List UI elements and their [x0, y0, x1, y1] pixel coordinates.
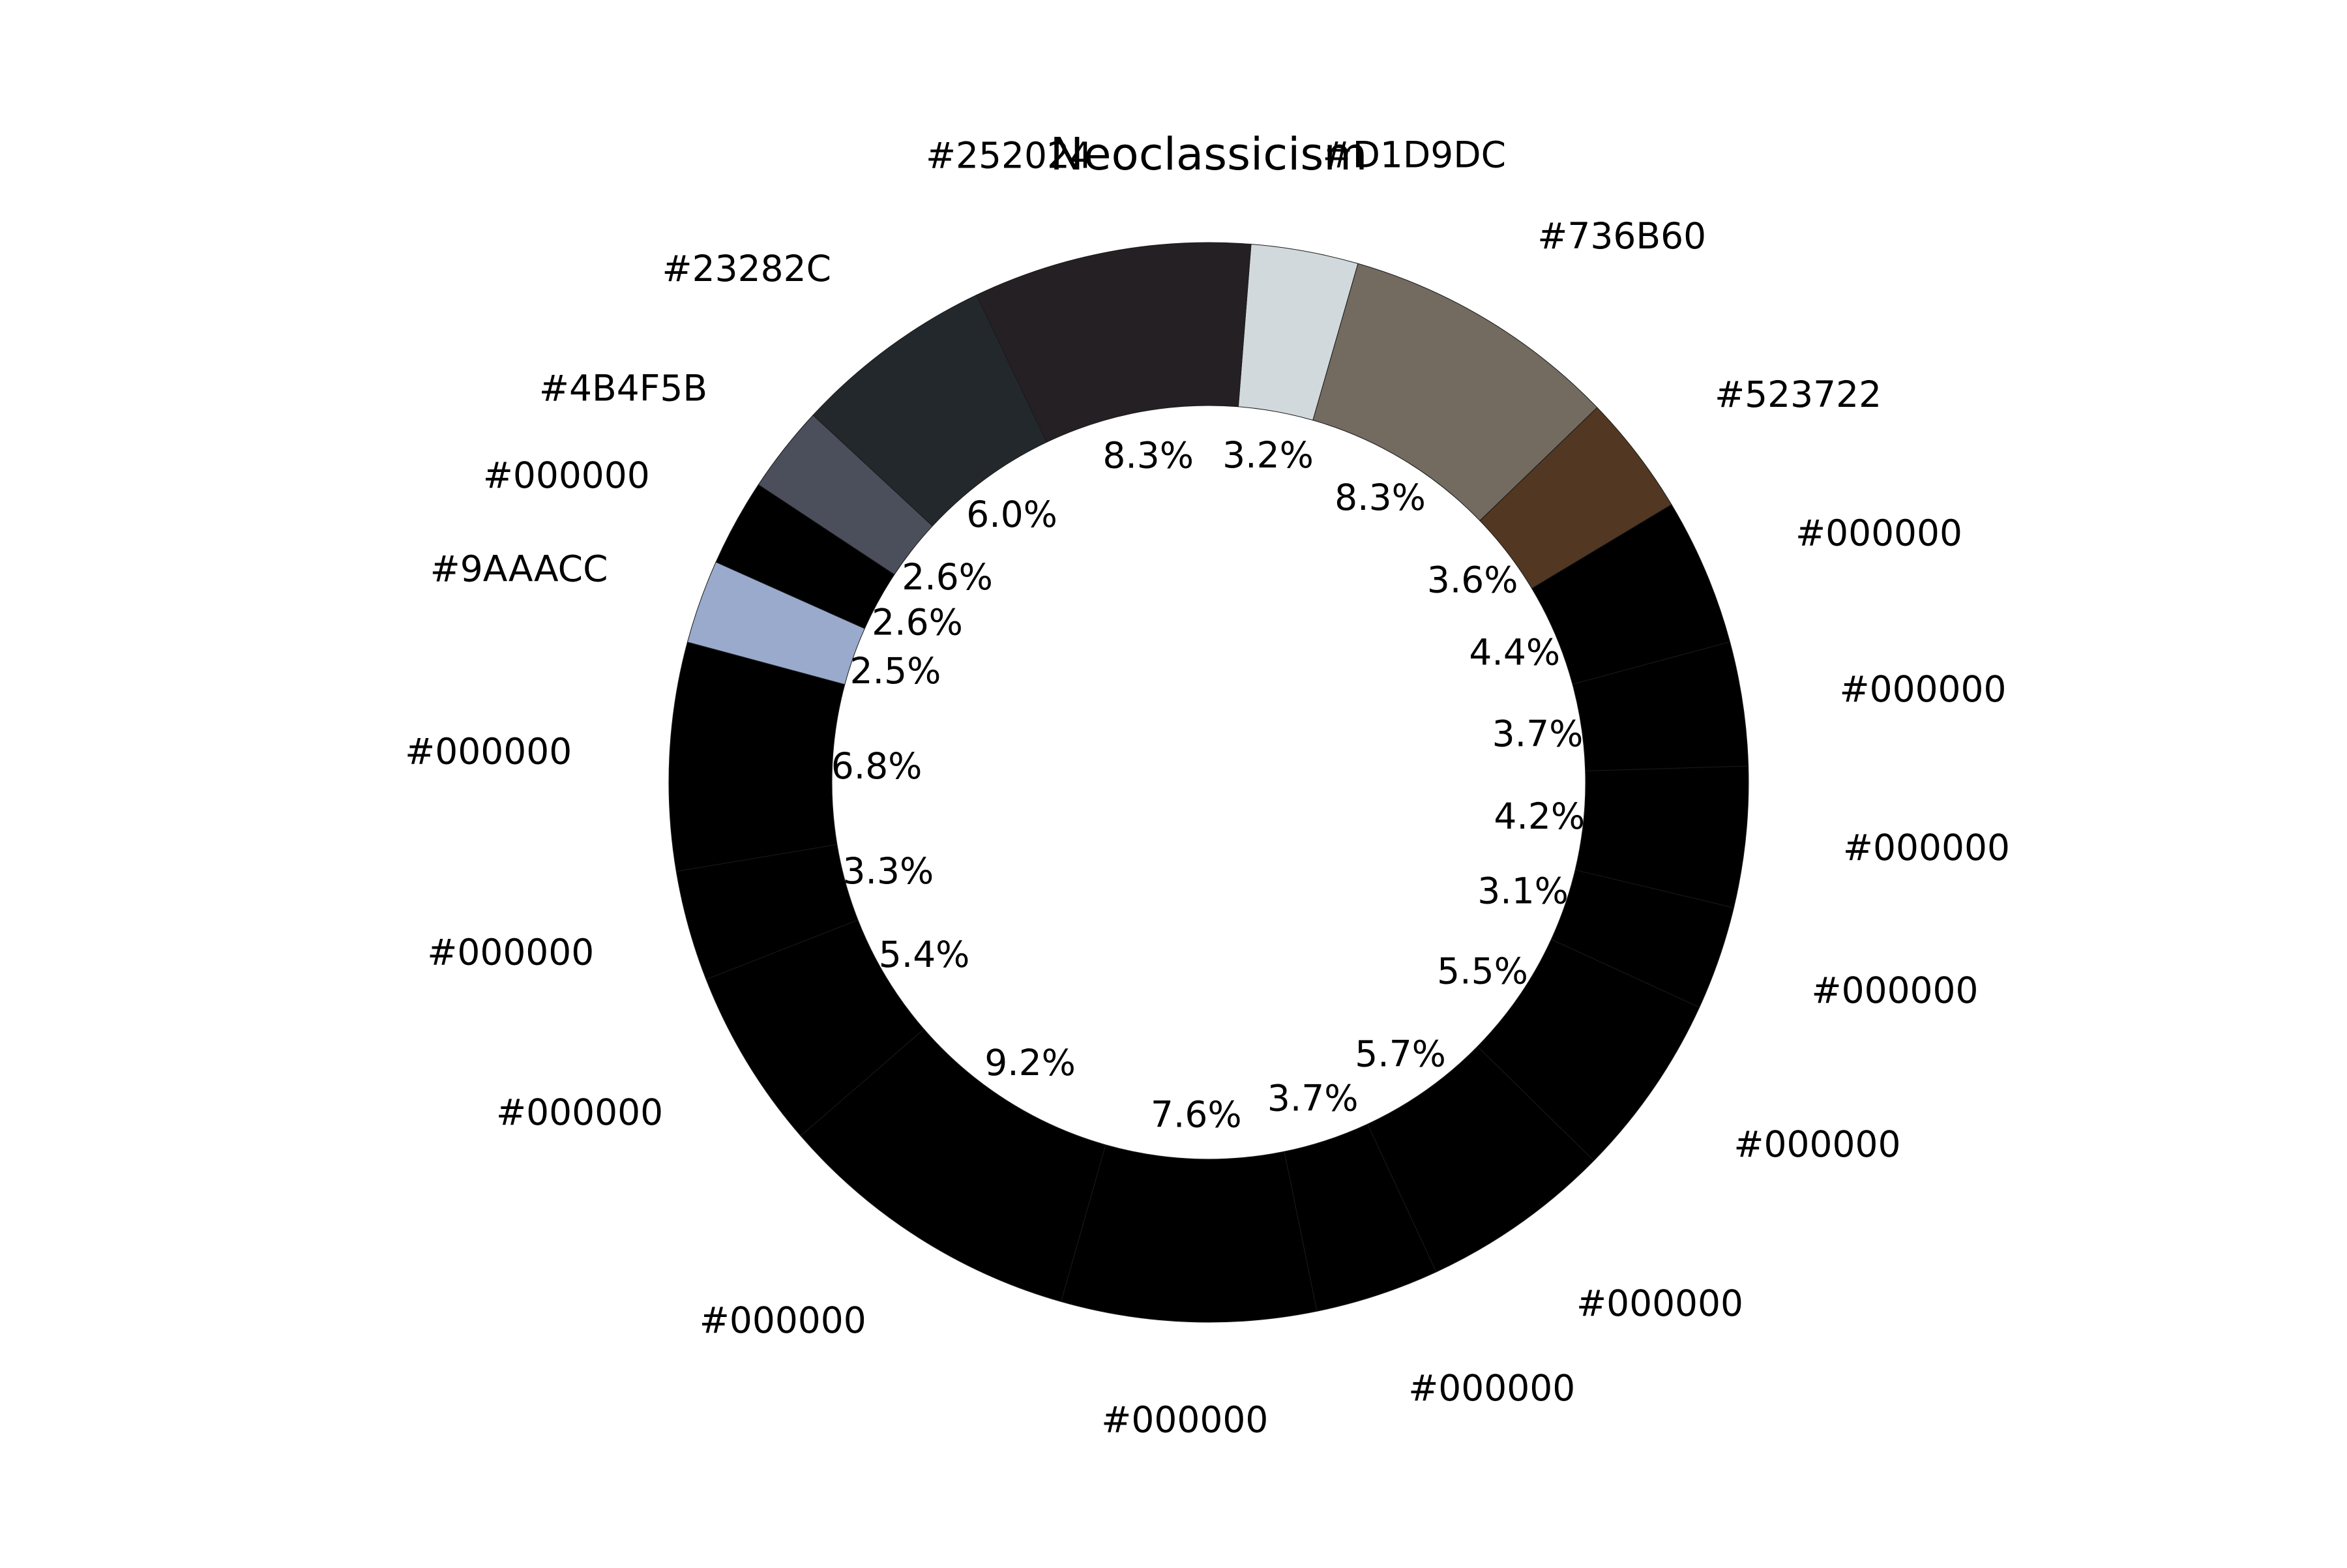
slice-percentage-label: 5.4%: [879, 934, 970, 975]
slice-percentage-label: 3.6%: [1427, 559, 1518, 601]
slice-percentage-label: 6.8%: [831, 745, 923, 787]
slice-label: #000000: [405, 731, 572, 773]
slice-label: #000000: [1101, 1398, 1268, 1440]
slice-percentage-label: 5.7%: [1355, 1033, 1446, 1075]
slice-label: #736B60: [1537, 215, 1706, 257]
slice-percentage-label: 4.2%: [1494, 795, 1585, 837]
slice-percentage-label: 7.6%: [1151, 1094, 1242, 1136]
slice-label: #000000: [496, 1091, 663, 1133]
slice-label: #4B4F5B: [539, 368, 707, 409]
slice-percentage-label: 2.6%: [902, 556, 993, 598]
slice-percentage-label: 5.5%: [1437, 950, 1528, 992]
slice-percentage-label: 4.4%: [1469, 632, 1560, 673]
slice-label: #252024: [926, 134, 1093, 176]
slice-percentage-label: 3.1%: [1477, 870, 1569, 911]
slice-label: #000000: [1843, 827, 2010, 868]
slice-percentage-label: 8.3%: [1335, 477, 1426, 518]
slice-label: #000000: [700, 1299, 866, 1341]
slice-label: #23282C: [662, 248, 831, 289]
slice-percentage-label: 9.2%: [984, 1042, 1076, 1084]
chart-title: Neoclassicism: [1050, 128, 1367, 181]
slice-percentage-label: 2.6%: [872, 601, 963, 643]
slice-percentage-label: 3.3%: [843, 850, 934, 892]
slice-label: #523722: [1715, 374, 1882, 415]
slice-percentage-label: 2.5%: [850, 650, 941, 692]
slice-label: #000000: [483, 454, 650, 496]
slice-label: #000000: [1576, 1282, 1743, 1324]
slice-percentage-label: 6.0%: [966, 494, 1057, 535]
slice-percentage-label: 8.3%: [1102, 435, 1194, 477]
slice-label: #9AAACC: [430, 548, 608, 589]
percentage-labels: 3.2%8.3%3.6%4.4%3.7%4.2%3.1%5.5%5.7%3.7%…: [831, 434, 1585, 1135]
slice-percentage-label: 3.7%: [1492, 713, 1584, 754]
slice-labels: #D1D9DC #736B60 #523722 #000000 #000000 #0000…: [405, 134, 2010, 1441]
slice-label: #000000: [1840, 668, 2007, 710]
donut-slice: [976, 242, 1252, 443]
slice-percentage-label: 3.2%: [1222, 434, 1314, 476]
slice-label: #000000: [1795, 512, 1962, 554]
slice-label: #000000: [1408, 1367, 1575, 1409]
slice-percentage-label: 3.7%: [1267, 1077, 1359, 1119]
slice-label: #000000: [427, 932, 594, 973]
slice-label: #000000: [1812, 969, 1979, 1011]
donut-slice: [1060, 1144, 1318, 1323]
slice-label: #000000: [1734, 1123, 1900, 1165]
slice-label: #D1D9DC: [1323, 134, 1507, 176]
slices-layer: [668, 242, 1749, 1323]
